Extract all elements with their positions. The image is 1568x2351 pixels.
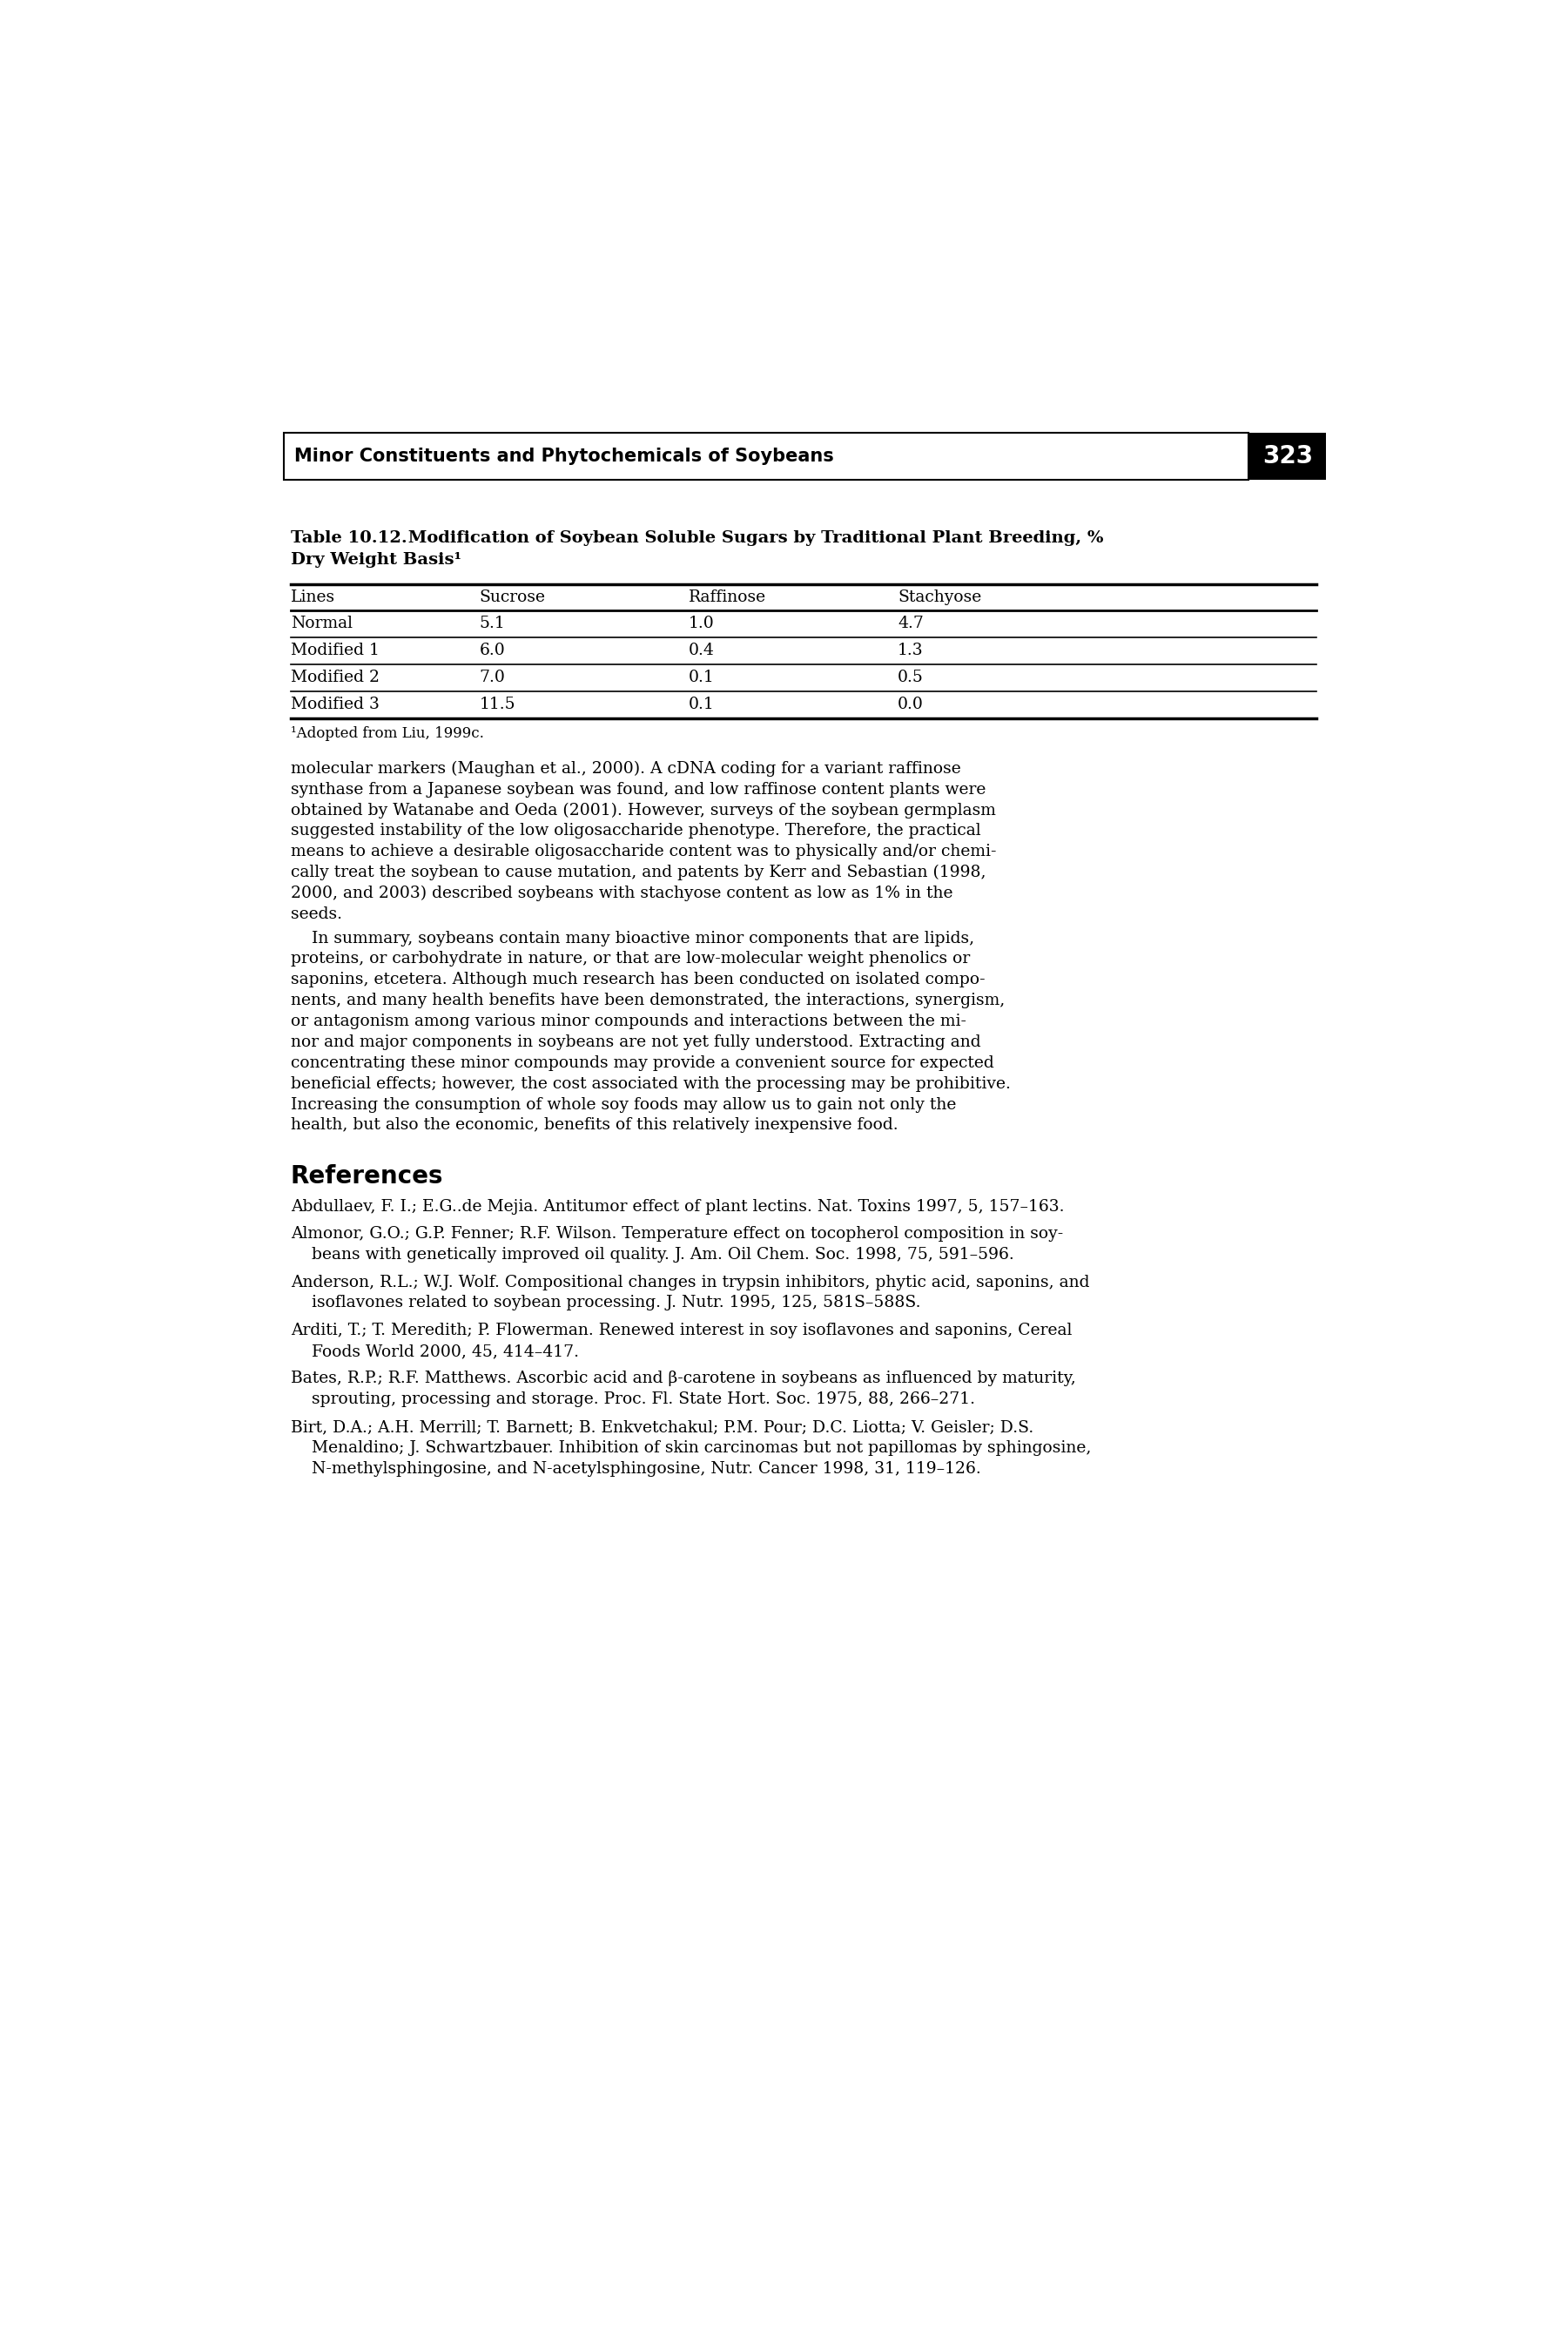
Text: Minor Constituents and Phytochemicals of Soybeans: Minor Constituents and Phytochemicals of… [293, 447, 834, 465]
Text: N-methylsphingosine, and N-acetylsphingosine, Nutr. Cancer 1998, 31, 119–126.: N-methylsphingosine, and N-acetylsphingo… [290, 1460, 980, 1476]
Text: Modified 3: Modified 3 [290, 696, 379, 712]
Text: nents, and many health benefits have been demonstrated, the interactions, synerg: nents, and many health benefits have bee… [290, 992, 1005, 1009]
Text: Foods World 2000, 45, 414–417.: Foods World 2000, 45, 414–417. [290, 1342, 579, 1359]
Text: beans with genetically improved oil quality. J. Am. Oil Chem. Soc. 1998, 75, 591: beans with genetically improved oil qual… [290, 1246, 1014, 1262]
Text: Menaldino; J. Schwartzbauer. Inhibition of skin carcinomas but not papillomas by: Menaldino; J. Schwartzbauer. Inhibition … [290, 1441, 1091, 1455]
Text: 11.5: 11.5 [480, 696, 516, 712]
Text: saponins, etcetera. Although much research has been conducted on isolated compo-: saponins, etcetera. Although much resear… [290, 971, 985, 987]
Text: nor and major components in soybeans are not yet fully understood. Extracting an: nor and major components in soybeans are… [290, 1034, 980, 1051]
Text: Modified 1: Modified 1 [290, 642, 379, 658]
Bar [284, 433, 1248, 480]
Text: Abdullaev, F. I.; E.G..de Mejia. Antitumor effect of plant lectins. Nat. Toxins : Abdullaev, F. I.; E.G..de Mejia. Antitum… [290, 1199, 1065, 1215]
Text: 5.1: 5.1 [480, 616, 505, 632]
Text: seeds.: seeds. [290, 907, 342, 922]
Text: In summary, soybeans contain many bioactive minor components that are lipids,: In summary, soybeans contain many bioact… [290, 931, 974, 945]
Text: 1.3: 1.3 [898, 642, 924, 658]
Text: Lines: Lines [290, 590, 336, 604]
Text: isoflavones related to soybean processing. J. Nutr. 1995, 125, 581S–588S.: isoflavones related to soybean processin… [290, 1295, 920, 1312]
Text: molecular markers (Maughan et al., 2000). A cDNA coding for a variant raffinose: molecular markers (Maughan et al., 2000)… [290, 762, 961, 776]
Text: Increasing the consumption of whole soy foods may allow us to gain not only the: Increasing the consumption of whole soy … [290, 1096, 956, 1112]
Text: suggested instability of the low oligosaccharide phenotype. Therefore, the pract: suggested instability of the low oligosa… [290, 823, 980, 839]
Text: 323: 323 [1262, 444, 1312, 468]
Text: obtained by Watanabe and Oeda (2001). However, surveys of the soybean germplasm: obtained by Watanabe and Oeda (2001). Ho… [290, 802, 996, 818]
Text: 1.0: 1.0 [688, 616, 715, 632]
Text: Arditi, T.; T. Meredith; P. Flowerman. Renewed interest in soy isoflavones and s: Arditi, T.; T. Meredith; P. Flowerman. R… [290, 1324, 1073, 1338]
Text: Table 10.12.: Table 10.12. [290, 531, 408, 545]
Text: 4.7: 4.7 [898, 616, 924, 632]
Text: sprouting, processing and storage. Proc. Fl. State Hort. Soc. 1975, 88, 266–271.: sprouting, processing and storage. Proc.… [290, 1392, 975, 1408]
Text: proteins, or carbohydrate in nature, or that are low-molecular weight phenolics : proteins, or carbohydrate in nature, or … [290, 952, 969, 966]
Text: Dry Weight Basis¹: Dry Weight Basis¹ [290, 552, 461, 567]
Text: References: References [290, 1164, 444, 1187]
Text: means to achieve a desirable oligosaccharide content was to physically and/or ch: means to achieve a desirable oligosaccha… [290, 844, 996, 860]
Text: synthase from a Japanese soybean was found, and low raffinose content plants wer: synthase from a Japanese soybean was fou… [290, 781, 986, 797]
Text: Stachyose: Stachyose [898, 590, 982, 604]
Text: ¹Adopted from Liu, 1999c.: ¹Adopted from Liu, 1999c. [290, 726, 483, 741]
Text: 6.0: 6.0 [480, 642, 505, 658]
Text: Normal: Normal [290, 616, 353, 632]
Text: 0.4: 0.4 [688, 642, 715, 658]
Text: cally treat the soybean to cause mutation, and patents by Kerr and Sebastian (19: cally treat the soybean to cause mutatio… [290, 865, 986, 882]
Text: beneficial effects; however, the cost associated with the processing may be proh: beneficial effects; however, the cost as… [290, 1077, 1010, 1091]
Text: Birt, D.A.; A.H. Merrill; T. Barnett; B. Enkvetchakul; P.M. Pour; D.C. Liotta; V: Birt, D.A.; A.H. Merrill; T. Barnett; B.… [290, 1420, 1033, 1434]
Text: 0.1: 0.1 [688, 670, 715, 686]
Text: 0.0: 0.0 [898, 696, 924, 712]
Text: Anderson, R.L.; W.J. Wolf. Compositional changes in trypsin inhibitors, phytic a: Anderson, R.L.; W.J. Wolf. Compositional… [290, 1274, 1090, 1291]
Bar [1248, 433, 1327, 480]
Text: 0.1: 0.1 [688, 696, 715, 712]
Text: health, but also the economic, benefits of this relatively inexpensive food.: health, but also the economic, benefits … [290, 1117, 898, 1133]
Text: concentrating these minor compounds may provide a convenient source for expected: concentrating these minor compounds may … [290, 1056, 994, 1070]
Text: 2000, and 2003) described soybeans with stachyose content as low as 1% in the: 2000, and 2003) described soybeans with … [290, 886, 953, 900]
Text: 0.5: 0.5 [898, 670, 924, 686]
Text: Raffinose: Raffinose [688, 590, 767, 604]
Text: Modification of Soybean Soluble Sugars by Traditional Plant Breeding, %: Modification of Soybean Soluble Sugars b… [401, 531, 1102, 545]
Text: 7.0: 7.0 [480, 670, 505, 686]
Text: or antagonism among various minor compounds and interactions between the mi-: or antagonism among various minor compou… [290, 1013, 966, 1030]
Text: Modified 2: Modified 2 [290, 670, 379, 686]
Text: Sucrose: Sucrose [480, 590, 546, 604]
Text: Bates, R.P.; R.F. Matthews. Ascorbic acid and β-carotene in soybeans as influenc: Bates, R.P.; R.F. Matthews. Ascorbic aci… [290, 1371, 1076, 1387]
Text: Almonor, G.O.; G.P. Fenner; R.F. Wilson. Temperature effect on tocopherol compos: Almonor, G.O.; G.P. Fenner; R.F. Wilson.… [290, 1227, 1063, 1241]
